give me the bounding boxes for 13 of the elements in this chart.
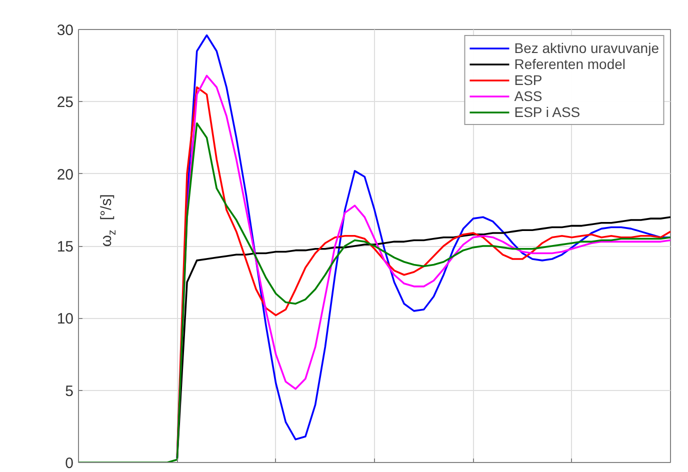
y-tick-label: 0 [65, 455, 74, 472]
legend-label: ASS [514, 88, 542, 104]
y-tick-label: 25 [56, 94, 74, 112]
y-axis-title: ωz [°/s] [98, 194, 118, 247]
legend-label: ESP [514, 72, 542, 88]
legend-label: Bez aktivno uravuvanje [514, 40, 659, 56]
y-tick-label: 30 [56, 22, 74, 39]
y-tick-label: 10 [56, 310, 74, 328]
y-tick-label: 5 [65, 382, 74, 400]
y-tick-label: 15 [56, 238, 74, 256]
legend-label: Referenten model [514, 56, 626, 72]
legend-label: ESP i ASS [514, 104, 580, 120]
y-tick-label: 20 [56, 166, 74, 184]
